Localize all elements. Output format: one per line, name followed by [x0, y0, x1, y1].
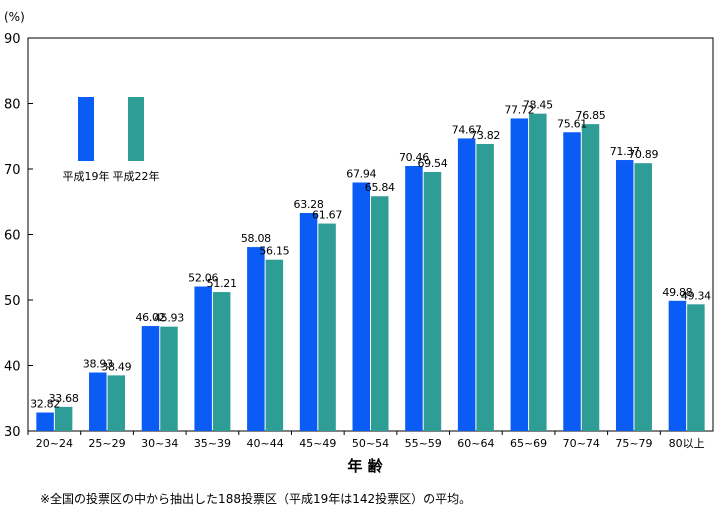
x-tick-label: 75~79	[615, 437, 652, 450]
data-label: 77.72	[504, 103, 534, 116]
x-tick-label: 45~49	[299, 437, 336, 450]
data-label: 52.06	[188, 272, 218, 285]
data-label: 67.94	[346, 167, 376, 180]
bar-s1	[247, 247, 265, 431]
footnote: ※全国の投票区の中から抽出した188投票区（平成19年は142投票区）の平均。	[40, 491, 471, 506]
bar-s1	[563, 132, 581, 431]
y-tick-label: 40	[4, 360, 21, 375]
data-label: 49.88	[662, 286, 692, 299]
bar-s1	[615, 160, 634, 432]
data-label: 63.28	[294, 198, 324, 211]
bar-s1	[299, 213, 318, 431]
legend-label: 平成22年	[113, 169, 160, 183]
legend-label: 平成19年	[63, 169, 110, 183]
data-label: 73.82	[470, 129, 500, 142]
y-tick-label: 70	[4, 163, 21, 178]
data-label: 70.46	[399, 151, 429, 164]
data-label: 70.89	[628, 148, 658, 161]
data-label: 74.67	[452, 123, 482, 136]
bar-s1	[141, 326, 160, 431]
x-tick-label: 25~29	[88, 437, 125, 450]
x-tick-label: 40~44	[247, 437, 284, 450]
bar-s2	[687, 304, 705, 431]
bar-s2	[107, 375, 126, 431]
data-label: 75.61	[557, 117, 587, 130]
data-label: 71.37	[610, 145, 640, 158]
y-tick-label: 80	[4, 98, 21, 113]
bar-s2	[634, 163, 652, 431]
bar-s1	[510, 118, 529, 432]
data-label: 56.15	[259, 245, 289, 258]
data-label: 38.49	[101, 360, 131, 373]
x-tick-label: 65~69	[510, 437, 547, 450]
bar-s2	[265, 259, 284, 431]
data-label: 76.85	[576, 109, 606, 122]
bar-s1	[352, 182, 370, 431]
x-tick-label: 70~74	[563, 437, 600, 450]
x-tick-label: 80以上	[669, 437, 705, 450]
bar-s2	[212, 292, 231, 431]
bar-s1	[194, 286, 212, 431]
data-label: 58.08	[241, 232, 271, 245]
y-tick-label: 60	[4, 229, 21, 244]
bar-s2	[371, 196, 389, 431]
bar-s1	[457, 138, 476, 431]
x-tick-label: 35~39	[194, 437, 231, 450]
bar-s1	[36, 412, 54, 431]
data-label: 51.21	[207, 277, 237, 290]
data-label: 69.54	[417, 157, 447, 170]
legend: 平成19年 平成22年	[63, 97, 160, 183]
bar-s2	[160, 326, 178, 431]
y-ticks: 30 40 50 60 70 80 90	[4, 32, 33, 440]
bar-s2	[581, 124, 600, 431]
data-label: 32.82	[30, 398, 60, 411]
data-label: 49.34	[681, 289, 711, 302]
y-tick-label: 90	[4, 32, 21, 47]
bars	[36, 113, 705, 432]
y-tick-label: 30	[4, 425, 21, 440]
x-tick-label: 55~59	[405, 437, 442, 450]
bar-s1	[668, 300, 687, 431]
data-label: 38.93	[83, 358, 113, 371]
bar-s2	[54, 406, 73, 431]
bar-s2	[476, 143, 494, 431]
bar-s1	[89, 372, 107, 431]
bar-s2	[318, 223, 336, 431]
x-axis-title: 年 齢	[347, 457, 383, 475]
y-tick-label: 50	[4, 294, 21, 309]
bar-s2	[423, 172, 442, 431]
data-label: 65.84	[365, 181, 395, 194]
data-label: 46.02	[135, 311, 165, 324]
y-unit-label: (%)	[4, 10, 25, 24]
x-tick-label: 60~64	[457, 437, 494, 450]
x-tick-labels: 20~24 25~29 30~34 35~39 40~44 45~49 50~54 55~59…	[27, 431, 705, 450]
data-label: 33.68	[49, 392, 79, 405]
legend-swatch	[128, 97, 144, 161]
bar-s2	[529, 113, 547, 431]
legend-swatch	[78, 97, 94, 161]
x-tick-label: 30~34	[141, 437, 178, 450]
data-label: 45.93	[154, 312, 184, 325]
x-tick-label: 20~24	[36, 437, 73, 450]
x-tick-label: 50~54	[352, 437, 389, 450]
bar-s1	[405, 165, 423, 431]
data-label: 61.67	[312, 209, 342, 222]
data-label: 78.45	[523, 99, 553, 112]
